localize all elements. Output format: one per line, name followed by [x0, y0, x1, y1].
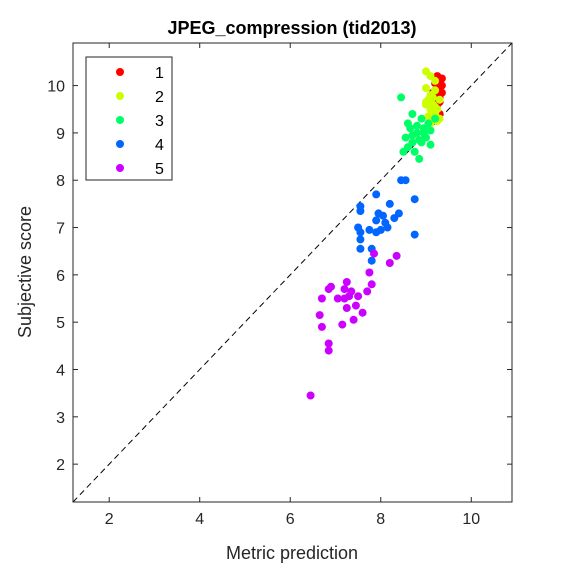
- points-layer: [306, 67, 446, 400]
- legend-label-5: 5: [155, 161, 164, 178]
- point-series-3-15: [399, 147, 408, 156]
- point-series-3-16: [415, 154, 424, 163]
- point-series-4-20: [356, 244, 365, 253]
- legend-label-1: 1: [155, 65, 164, 82]
- x-axis-label: Metric prediction: [226, 543, 358, 563]
- legend-label-3: 3: [155, 113, 164, 130]
- point-series-4-2: [372, 190, 381, 199]
- chart-title: JPEG_compression (tid2013): [167, 18, 416, 38]
- legend-label-2: 2: [155, 89, 164, 106]
- point-series-4-5: [356, 207, 365, 215]
- point-series-4-10: [379, 211, 387, 220]
- point-series-3-21: [401, 133, 410, 142]
- point-series-5-13: [354, 292, 363, 301]
- y-tick-label-7: 7: [56, 221, 65, 238]
- y-tick-label-2: 2: [56, 457, 65, 474]
- point-series-5-23: [306, 391, 315, 400]
- point-series-5-1: [392, 251, 401, 260]
- y-tick-label-3: 3: [56, 410, 65, 427]
- y-tick-label-5: 5: [56, 315, 65, 332]
- x-tick-label-10: 10: [462, 511, 480, 528]
- point-series-3-22: [426, 140, 435, 149]
- y-tick-label-9: 9: [56, 126, 65, 143]
- point-series-2-3: [422, 84, 430, 92]
- x-tick-label-4: 4: [195, 511, 204, 528]
- point-series-5-19: [315, 311, 324, 320]
- point-series-3-5: [426, 126, 435, 135]
- point-series-3-19: [419, 128, 428, 137]
- point-series-5-15: [317, 294, 326, 303]
- point-series-2-18: [422, 100, 430, 109]
- point-series-5-22: [324, 346, 333, 355]
- point-series-5-14: [351, 301, 360, 310]
- legend-marker-4: [116, 140, 124, 148]
- legend: 1 2 3 4 5: [85, 56, 173, 181]
- point-series-5-25: [358, 308, 367, 317]
- point-series-5-9: [345, 292, 354, 301]
- point-series-5-4: [367, 280, 376, 289]
- point-series-5-12: [324, 285, 333, 294]
- identity-line: [72, 42, 513, 503]
- legend-marker-2: [116, 92, 124, 100]
- point-series-4-1: [401, 176, 410, 185]
- y-tick-label-10: 10: [47, 79, 65, 96]
- point-series-3-3: [417, 114, 426, 123]
- legend-marker-3: [116, 116, 124, 124]
- legend-label-4: 4: [155, 137, 164, 154]
- point-series-3-8: [408, 131, 417, 140]
- plot-frame: [72, 42, 513, 503]
- x-tick-label-2: 2: [105, 511, 114, 528]
- point-series-4-11: [372, 216, 381, 225]
- legend-marker-5: [116, 164, 124, 172]
- point-series-3-14: [410, 147, 419, 156]
- y-axis: 2 3 4 5 6 7 8 9 10: [47, 79, 512, 474]
- point-series-5-21: [324, 339, 333, 348]
- point-series-4-17: [372, 228, 381, 237]
- point-series-4-23: [383, 223, 392, 232]
- point-series-3-18: [431, 114, 440, 123]
- point-series-4-22: [367, 256, 376, 265]
- point-series-3-0: [397, 93, 406, 102]
- point-series-2-2: [431, 76, 440, 85]
- y-tick-label-8: 8: [56, 173, 65, 190]
- point-series-3-17: [406, 124, 415, 133]
- x-tick-label-8: 8: [376, 511, 385, 528]
- point-series-5-20: [317, 322, 326, 331]
- point-series-2-19: [435, 95, 444, 104]
- legend-marker-1: [116, 68, 124, 76]
- point-series-5-16: [342, 304, 351, 312]
- point-series-4-8: [390, 214, 399, 223]
- point-series-5-24: [340, 285, 349, 294]
- x-tick-label-6: 6: [286, 511, 295, 528]
- y-axis-label: Subjective score: [15, 206, 35, 338]
- point-series-3-20: [413, 121, 421, 130]
- legend-box: [85, 56, 173, 181]
- point-series-5-0: [370, 249, 378, 258]
- point-series-4-19: [410, 230, 419, 239]
- point-series-5-5: [363, 287, 372, 296]
- point-series-5-18: [338, 320, 347, 329]
- point-series-4-6: [385, 199, 394, 208]
- point-series-4-14: [356, 228, 365, 237]
- point-series-4-3: [410, 195, 419, 204]
- point-series-2-14: [424, 112, 433, 121]
- point-series-1-15: [437, 74, 446, 83]
- point-series-3-1: [408, 110, 417, 118]
- x-axis: 2 4 6 8 10: [105, 43, 480, 528]
- point-series-5-6: [342, 278, 351, 286]
- point-series-5-3: [365, 268, 374, 277]
- y-tick-label-4: 4: [56, 363, 65, 380]
- point-series-5-10: [333, 294, 342, 303]
- point-series-4-15: [365, 225, 374, 234]
- point-series-5-17: [349, 315, 358, 324]
- point-series-5-2: [385, 259, 394, 267]
- y-tick-label-6: 6: [56, 268, 65, 285]
- point-series-4-18: [356, 235, 365, 244]
